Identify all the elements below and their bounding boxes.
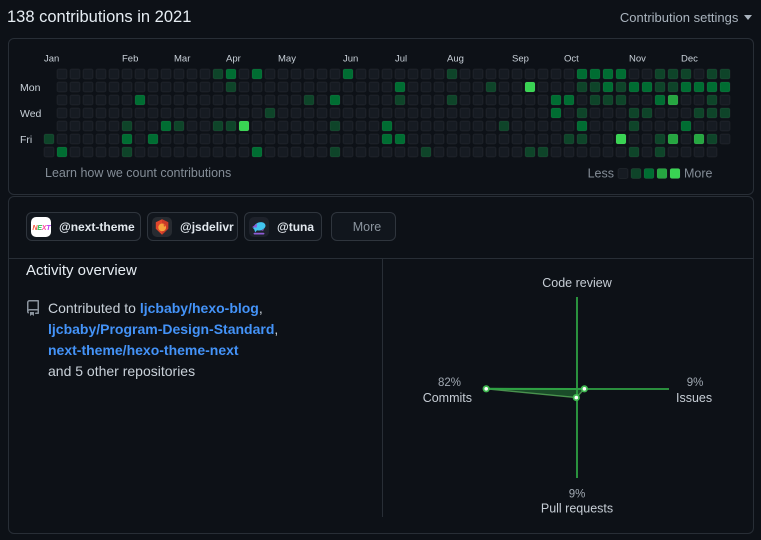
svg-text:next-theme/hexo-theme-next: next-theme/hexo-theme-next bbox=[48, 342, 239, 358]
svg-text:Code review: Code review bbox=[542, 276, 612, 290]
svg-text:and 5 other repositories: and 5 other repositories bbox=[48, 363, 195, 379]
svg-text:Fri: Fri bbox=[20, 134, 32, 146]
svg-text:ljcbaby/Program-Design-Standar: ljcbaby/Program-Design-Standard, bbox=[48, 321, 278, 337]
svg-text:Commits: Commits bbox=[423, 391, 472, 405]
svg-text:Less: Less bbox=[588, 167, 614, 181]
svg-text:Nov: Nov bbox=[629, 54, 646, 65]
svg-text:May: May bbox=[278, 54, 296, 65]
svg-text:Wed: Wed bbox=[20, 108, 42, 120]
svg-text:Mon: Mon bbox=[20, 82, 41, 94]
svg-text:Jan: Jan bbox=[44, 54, 59, 65]
svg-text:Feb: Feb bbox=[122, 54, 138, 65]
svg-text:82%: 82% bbox=[438, 377, 461, 389]
svg-text:Contributed to ljcbaby/hexo-bl: Contributed to ljcbaby/hexo-blog, bbox=[48, 300, 263, 316]
svg-text:Dec: Dec bbox=[681, 54, 698, 65]
svg-text:Apr: Apr bbox=[226, 54, 241, 65]
svg-text:Pull requests: Pull requests bbox=[541, 502, 613, 516]
svg-text:Jun: Jun bbox=[343, 54, 358, 65]
svg-text:NEXT: NEXT bbox=[32, 223, 51, 232]
svg-text:Oct: Oct bbox=[564, 54, 579, 65]
svg-text:Aug: Aug bbox=[447, 54, 464, 65]
svg-text:More: More bbox=[684, 167, 713, 181]
svg-text:Learn how we count contributio: Learn how we count contributions bbox=[45, 166, 231, 180]
svg-text:Sep: Sep bbox=[512, 54, 529, 65]
svg-text:Issues: Issues bbox=[676, 391, 712, 405]
svg-text:9%: 9% bbox=[569, 489, 586, 501]
svg-text:Jul: Jul bbox=[395, 54, 407, 65]
svg-text:Mar: Mar bbox=[174, 54, 190, 65]
svg-text:9%: 9% bbox=[687, 377, 704, 389]
